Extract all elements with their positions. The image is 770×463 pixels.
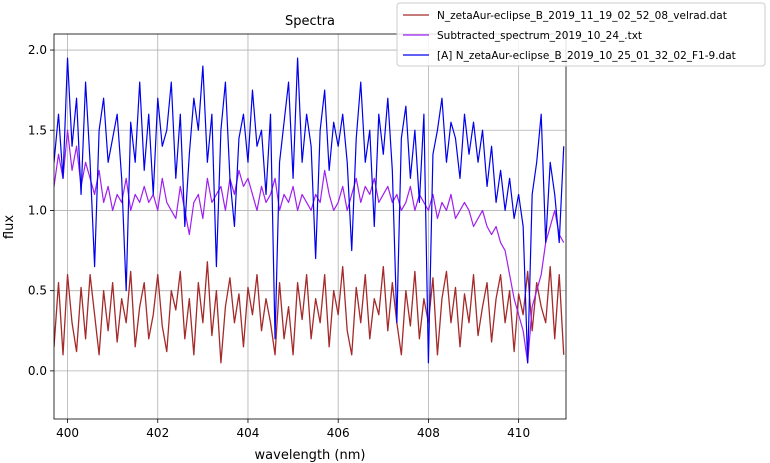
axes: 400 402 404 406 408 410 0.0 0.5 1.0 1.5 2.0 [28,33,567,440]
legend-label: [A] N_zetaAur-eclipse_B_2019_10_25_01_32… [437,50,736,62]
legend: N_zetaAur-eclipse_B_2019_11_19_02_52_08_… [396,2,766,67]
y-axis-label: flux [2,215,17,239]
series-layer [54,57,565,364]
x-axis-label: wavelength (nm) [255,448,366,463]
y-tick-label: 1.5 [28,123,47,137]
y-tick-label: 2.0 [28,43,47,57]
legend-label: N_zetaAur-eclipse_B_2019_11_19_02_52_08_… [437,10,727,22]
x-tick-label: 400 [56,426,79,440]
chart-title: Spectra [285,14,335,29]
plot-frame [53,33,567,420]
series-line-1 [54,129,565,364]
x-tick-label: 402 [146,426,169,440]
y-tick-label: 0.0 [28,364,47,378]
y-tick-label: 1.0 [28,203,47,217]
legend-box [396,2,766,67]
x-tick-label: 406 [327,426,350,440]
x-tick-label: 410 [507,426,530,440]
legend-label: Subtracted_spectrum_2019_10_24_.txt [437,30,642,42]
series-line-0 [54,261,565,364]
x-tick-label: 408 [417,426,440,440]
y-tick-label: 0.5 [28,284,47,298]
x-tick-label: 404 [237,426,260,440]
series-line-2 [54,57,565,364]
